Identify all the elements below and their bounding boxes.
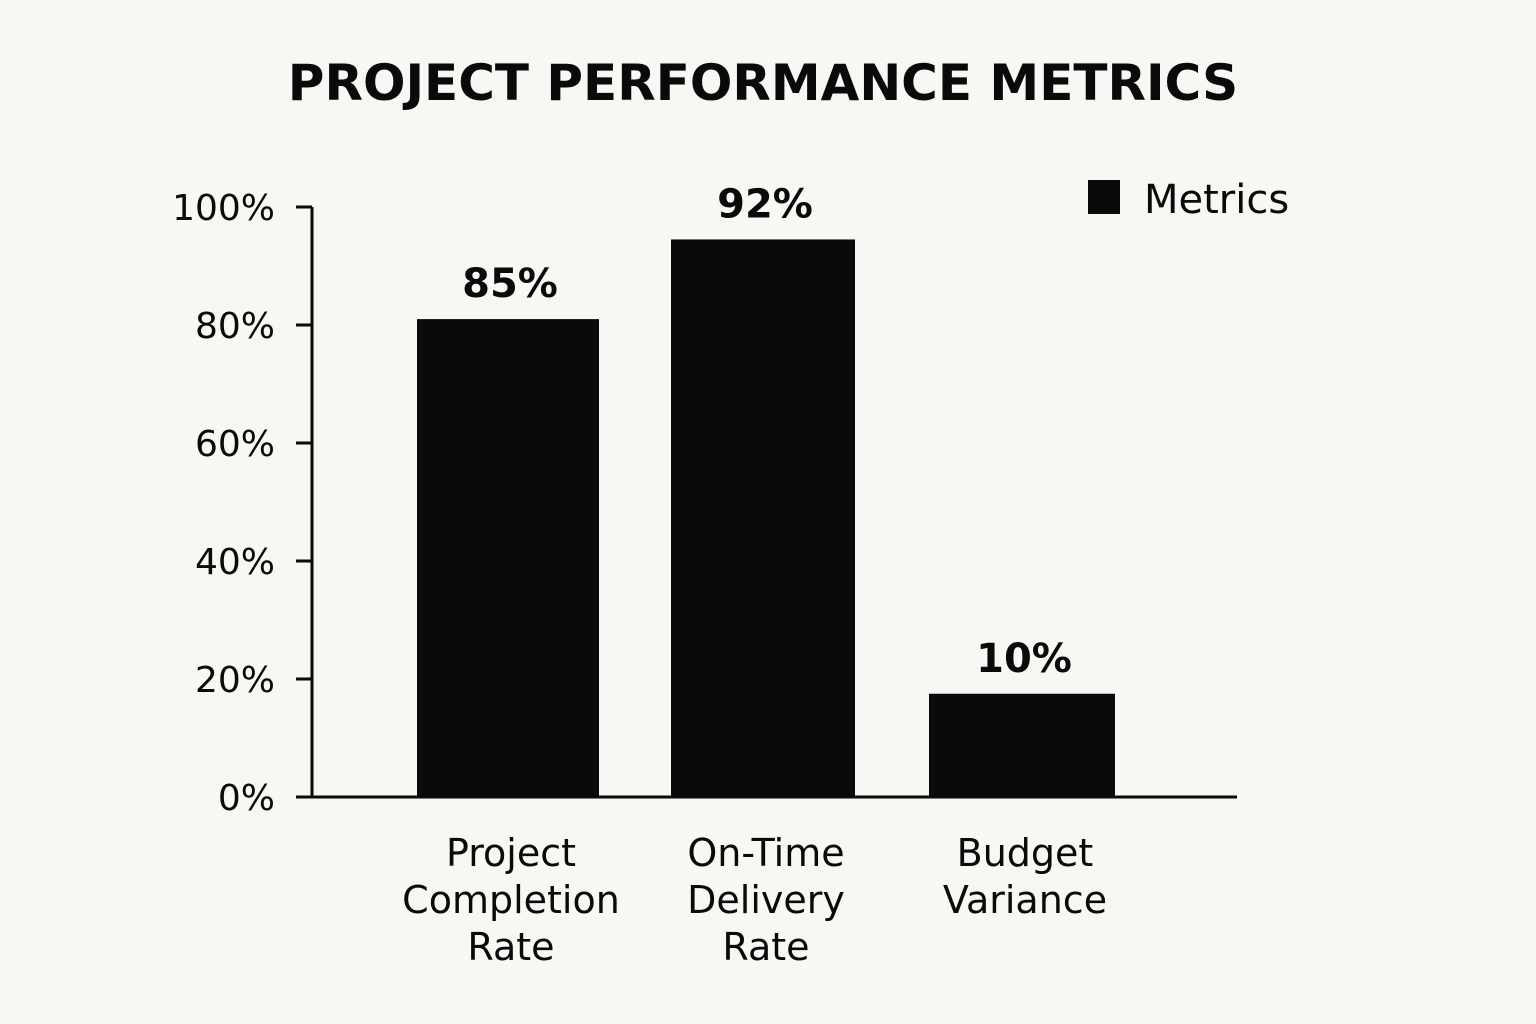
x-category-label: Budget Variance	[943, 831, 1107, 922]
x-category-label: Project Completion Rate	[402, 831, 620, 969]
y-tick-label: 20%	[195, 660, 275, 701]
legend-label: Metrics	[1144, 177, 1289, 223]
y-tick-label: 0%	[218, 778, 275, 819]
y-tick-label: 80%	[195, 306, 275, 347]
x-category-label-line: Completion	[402, 878, 620, 922]
bars	[417, 239, 1115, 797]
legend: Metrics	[1088, 177, 1289, 223]
bar-value-label: 85%	[462, 261, 558, 307]
y-tick-label: 60%	[195, 424, 275, 465]
bar-value-label: 92%	[717, 181, 813, 227]
y-tick-label: 40%	[195, 542, 275, 583]
x-category-label-line: Project	[446, 831, 576, 875]
bar	[929, 693, 1115, 797]
x-category-label-line: On-Time	[687, 831, 844, 875]
x-category-label: On-Time Delivery Rate	[687, 831, 845, 969]
legend-swatch	[1088, 180, 1120, 214]
y-tick-label: 100%	[172, 188, 275, 229]
x-category-label-line: Delivery	[687, 878, 845, 922]
value-labels: 85% 92% 10%	[462, 181, 1072, 681]
bar	[671, 239, 855, 797]
x-category-label-line: Rate	[467, 925, 554, 969]
x-category-label-line: Rate	[722, 925, 809, 969]
x-category-label-line: Variance	[943, 878, 1107, 922]
bar-value-label: 10%	[976, 636, 1072, 682]
y-axis: 0% 20% 40% 60% 80% 100%	[172, 188, 314, 819]
bar	[417, 319, 599, 797]
x-category-label-line: Budget	[957, 831, 1094, 875]
chart-title: PROJECT PERFORMANCE METRICS	[288, 54, 1238, 112]
